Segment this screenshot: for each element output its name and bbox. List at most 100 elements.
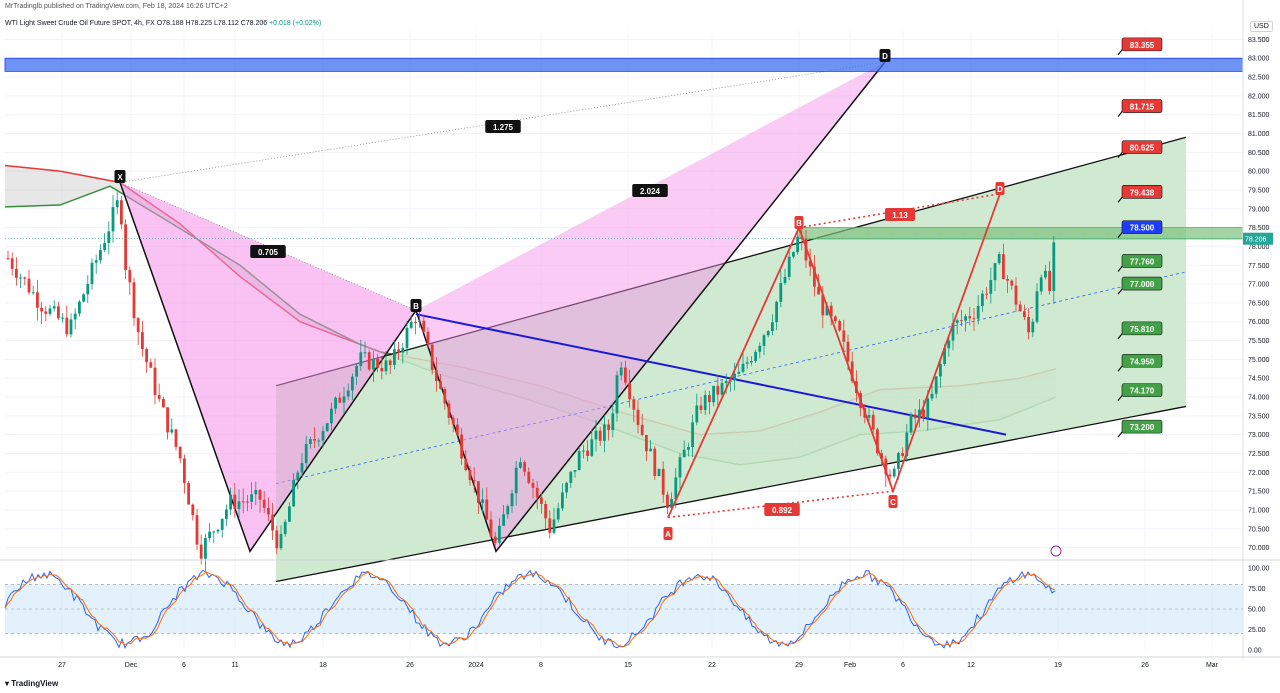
candle-body [23,277,27,279]
price-tick-label: 83.000 [1248,56,1270,63]
stoch-tick: 50.00 [1248,607,1266,614]
candle-body [598,430,602,441]
candle-body [699,405,703,410]
candle-body [414,321,417,323]
candle-body [523,462,526,472]
candle-body [993,263,997,281]
time-tick-label: 12 [967,662,975,669]
candle-body [456,424,459,435]
price-tick-label: 82.500 [1248,75,1270,82]
candle-body [401,348,405,353]
candle-body [317,440,321,442]
candle-body [57,306,60,319]
currency-badge[interactable]: USD [1250,21,1273,32]
target-label: 74.170 [1130,387,1155,396]
logo-icon: ▾ [5,679,10,688]
candle-body [897,453,900,469]
price-tick-label: 82.000 [1248,93,1270,100]
candle-body [267,507,270,515]
candle-body [989,280,993,294]
candle-body [674,477,678,500]
target-label: 81.715 [1130,103,1155,112]
candle-body [569,471,573,483]
candle-body [590,439,594,456]
candle-body [943,348,946,364]
candle-body [275,530,279,549]
candle-body [758,345,762,352]
candle-body [510,493,514,507]
candle-body [27,278,31,293]
symbol-name[interactable]: WTI Light Sweet Crude Oil Future SPOT, 4… [5,20,155,27]
candle-body [271,514,274,531]
target-label: 77.760 [1130,257,1155,266]
candle-body [212,531,216,533]
candle-body [981,293,984,306]
symbol-info: WTI Light Sweet Crude Oil Future SPOT, 4… [5,20,321,27]
candle-body [430,344,434,370]
candle-body [909,414,913,433]
time-tick-label: 18 [319,662,327,669]
small-label-d-bg [995,182,1005,195]
time-axis[interactable]: 27 Dec 6 11 18 26 2024 8 15 22 29 Feb 6 12 19 26 Mar [58,662,1219,669]
candle-body [40,307,43,312]
candle-body [884,458,888,475]
candle-body [250,494,253,502]
candle-body [540,497,543,504]
candle-body [342,396,346,403]
point-label-x-bg [114,170,126,183]
candle-body [418,320,421,323]
candle-body [918,409,921,419]
candle-body [796,236,799,253]
candle-body [153,367,157,396]
time-tick-label: 29 [795,662,803,669]
ratio-0892-bg [764,503,800,516]
candle-body [666,494,669,508]
candle-body [527,471,531,483]
time-tick-label: Mar [1206,662,1219,669]
price-tick-label: 80.500 [1248,150,1270,157]
candle-body [128,270,132,283]
abcd-legs [667,193,1001,518]
candle-body [44,311,48,314]
tradingview-logo[interactable]: ▾ TradingView [5,679,58,688]
candle-body [149,362,153,368]
candle-body [372,358,375,370]
time-tick-label: 22 [708,662,716,669]
candle-body [31,292,35,294]
candle-body [703,395,707,410]
price-tick-label: 74.000 [1248,395,1270,402]
xab-triangle [120,182,416,552]
candle-body [913,414,917,419]
candle-body [724,380,728,384]
price-tick-label: 76.500 [1248,300,1270,307]
candle-body [90,262,94,285]
candle-body [367,352,371,370]
candle-body [220,518,224,530]
price-tick-label: 83.500 [1248,37,1270,44]
channel-fill [276,137,1186,582]
candle-body [611,413,615,430]
small-label-d: D [997,185,1003,194]
candle-body [838,321,841,331]
candle-body [313,439,316,441]
candle-body [216,529,220,532]
candle-body [1035,291,1039,322]
time-tick-label: 2024 [468,662,484,669]
candle-body [120,200,123,225]
candle-body [745,362,749,364]
candle-body [586,450,589,456]
candle-body [107,231,111,244]
price-axis[interactable]: 83.500 83.000 82.500 82.000 81.500 81.000 80.5… [1242,0,1273,660]
candle-body [48,308,52,314]
price-tick-label: 77.000 [1248,282,1270,289]
candle-body [577,451,581,471]
candle-body [1039,277,1043,292]
target-label: 80.625 [1130,144,1155,153]
candle-body [552,519,556,533]
price-tick-label: 77.500 [1248,263,1270,270]
stoch-tick: 0.00 [1248,648,1262,655]
time-tick-label: 15 [624,662,632,669]
candle-body [325,423,329,432]
small-label-b: B [796,219,802,228]
candle-body [132,282,136,319]
